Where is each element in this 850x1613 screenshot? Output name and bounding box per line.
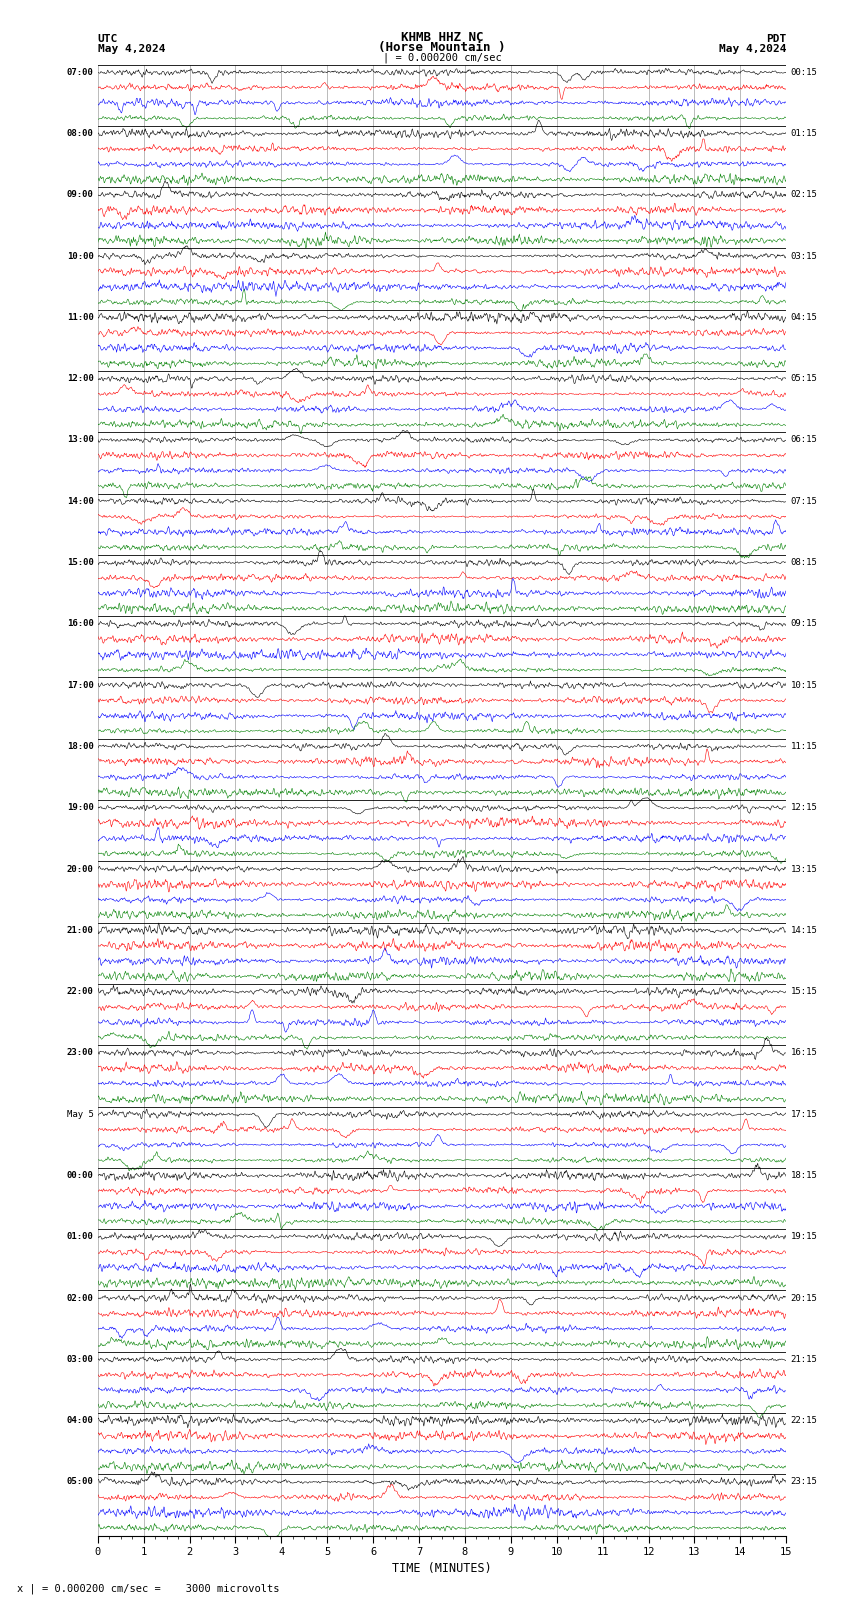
Text: PDT: PDT	[766, 34, 786, 44]
Text: 07:00: 07:00	[66, 68, 94, 77]
Text: 06:15: 06:15	[790, 436, 818, 445]
Text: 13:15: 13:15	[790, 865, 818, 874]
Text: 21:00: 21:00	[66, 926, 94, 936]
Text: 09:00: 09:00	[66, 190, 94, 200]
Text: UTC: UTC	[98, 34, 118, 44]
Text: 22:15: 22:15	[790, 1416, 818, 1426]
Text: 16:00: 16:00	[66, 619, 94, 629]
Text: 16:15: 16:15	[790, 1048, 818, 1058]
Text: May 4,2024: May 4,2024	[98, 44, 165, 53]
Text: 07:15: 07:15	[790, 497, 818, 506]
Text: x | = 0.000200 cm/sec =    3000 microvolts: x | = 0.000200 cm/sec = 3000 microvolts	[17, 1582, 280, 1594]
Text: 11:00: 11:00	[66, 313, 94, 323]
Text: 22:00: 22:00	[66, 987, 94, 997]
Text: 10:00: 10:00	[66, 252, 94, 261]
Text: 15:00: 15:00	[66, 558, 94, 568]
Text: 19:15: 19:15	[790, 1232, 818, 1242]
Text: 04:00: 04:00	[66, 1416, 94, 1426]
Text: 14:15: 14:15	[790, 926, 818, 936]
Text: 23:00: 23:00	[66, 1048, 94, 1058]
Text: 11:15: 11:15	[790, 742, 818, 752]
Text: 01:00: 01:00	[66, 1232, 94, 1242]
Text: 05:00: 05:00	[66, 1478, 94, 1487]
Text: 14:00: 14:00	[66, 497, 94, 506]
X-axis label: TIME (MINUTES): TIME (MINUTES)	[392, 1561, 492, 1574]
Text: 17:15: 17:15	[790, 1110, 818, 1119]
Text: 00:00: 00:00	[66, 1171, 94, 1181]
Text: 20:15: 20:15	[790, 1294, 818, 1303]
Text: 17:00: 17:00	[66, 681, 94, 690]
Text: 12:15: 12:15	[790, 803, 818, 813]
Text: 20:00: 20:00	[66, 865, 94, 874]
Text: 23:15: 23:15	[790, 1478, 818, 1487]
Text: 19:00: 19:00	[66, 803, 94, 813]
Text: 15:15: 15:15	[790, 987, 818, 997]
Text: 08:15: 08:15	[790, 558, 818, 568]
Text: 01:15: 01:15	[790, 129, 818, 139]
Text: 18:15: 18:15	[790, 1171, 818, 1181]
Text: 13:00: 13:00	[66, 436, 94, 445]
Text: May 4,2024: May 4,2024	[719, 44, 786, 53]
Text: 03:00: 03:00	[66, 1355, 94, 1365]
Text: 05:15: 05:15	[790, 374, 818, 384]
Text: | = 0.000200 cm/sec: | = 0.000200 cm/sec	[382, 52, 501, 63]
Text: 10:15: 10:15	[790, 681, 818, 690]
Text: 12:00: 12:00	[66, 374, 94, 384]
Text: 02:15: 02:15	[790, 190, 818, 200]
Text: 08:00: 08:00	[66, 129, 94, 139]
Text: 02:00: 02:00	[66, 1294, 94, 1303]
Text: 18:00: 18:00	[66, 742, 94, 752]
Text: 03:15: 03:15	[790, 252, 818, 261]
Text: May 5: May 5	[66, 1110, 94, 1119]
Text: KHMB HHZ NC: KHMB HHZ NC	[400, 31, 484, 44]
Text: (Horse Mountain ): (Horse Mountain )	[378, 40, 506, 53]
Text: 09:15: 09:15	[790, 619, 818, 629]
Text: 00:15: 00:15	[790, 68, 818, 77]
Text: 21:15: 21:15	[790, 1355, 818, 1365]
Text: 04:15: 04:15	[790, 313, 818, 323]
